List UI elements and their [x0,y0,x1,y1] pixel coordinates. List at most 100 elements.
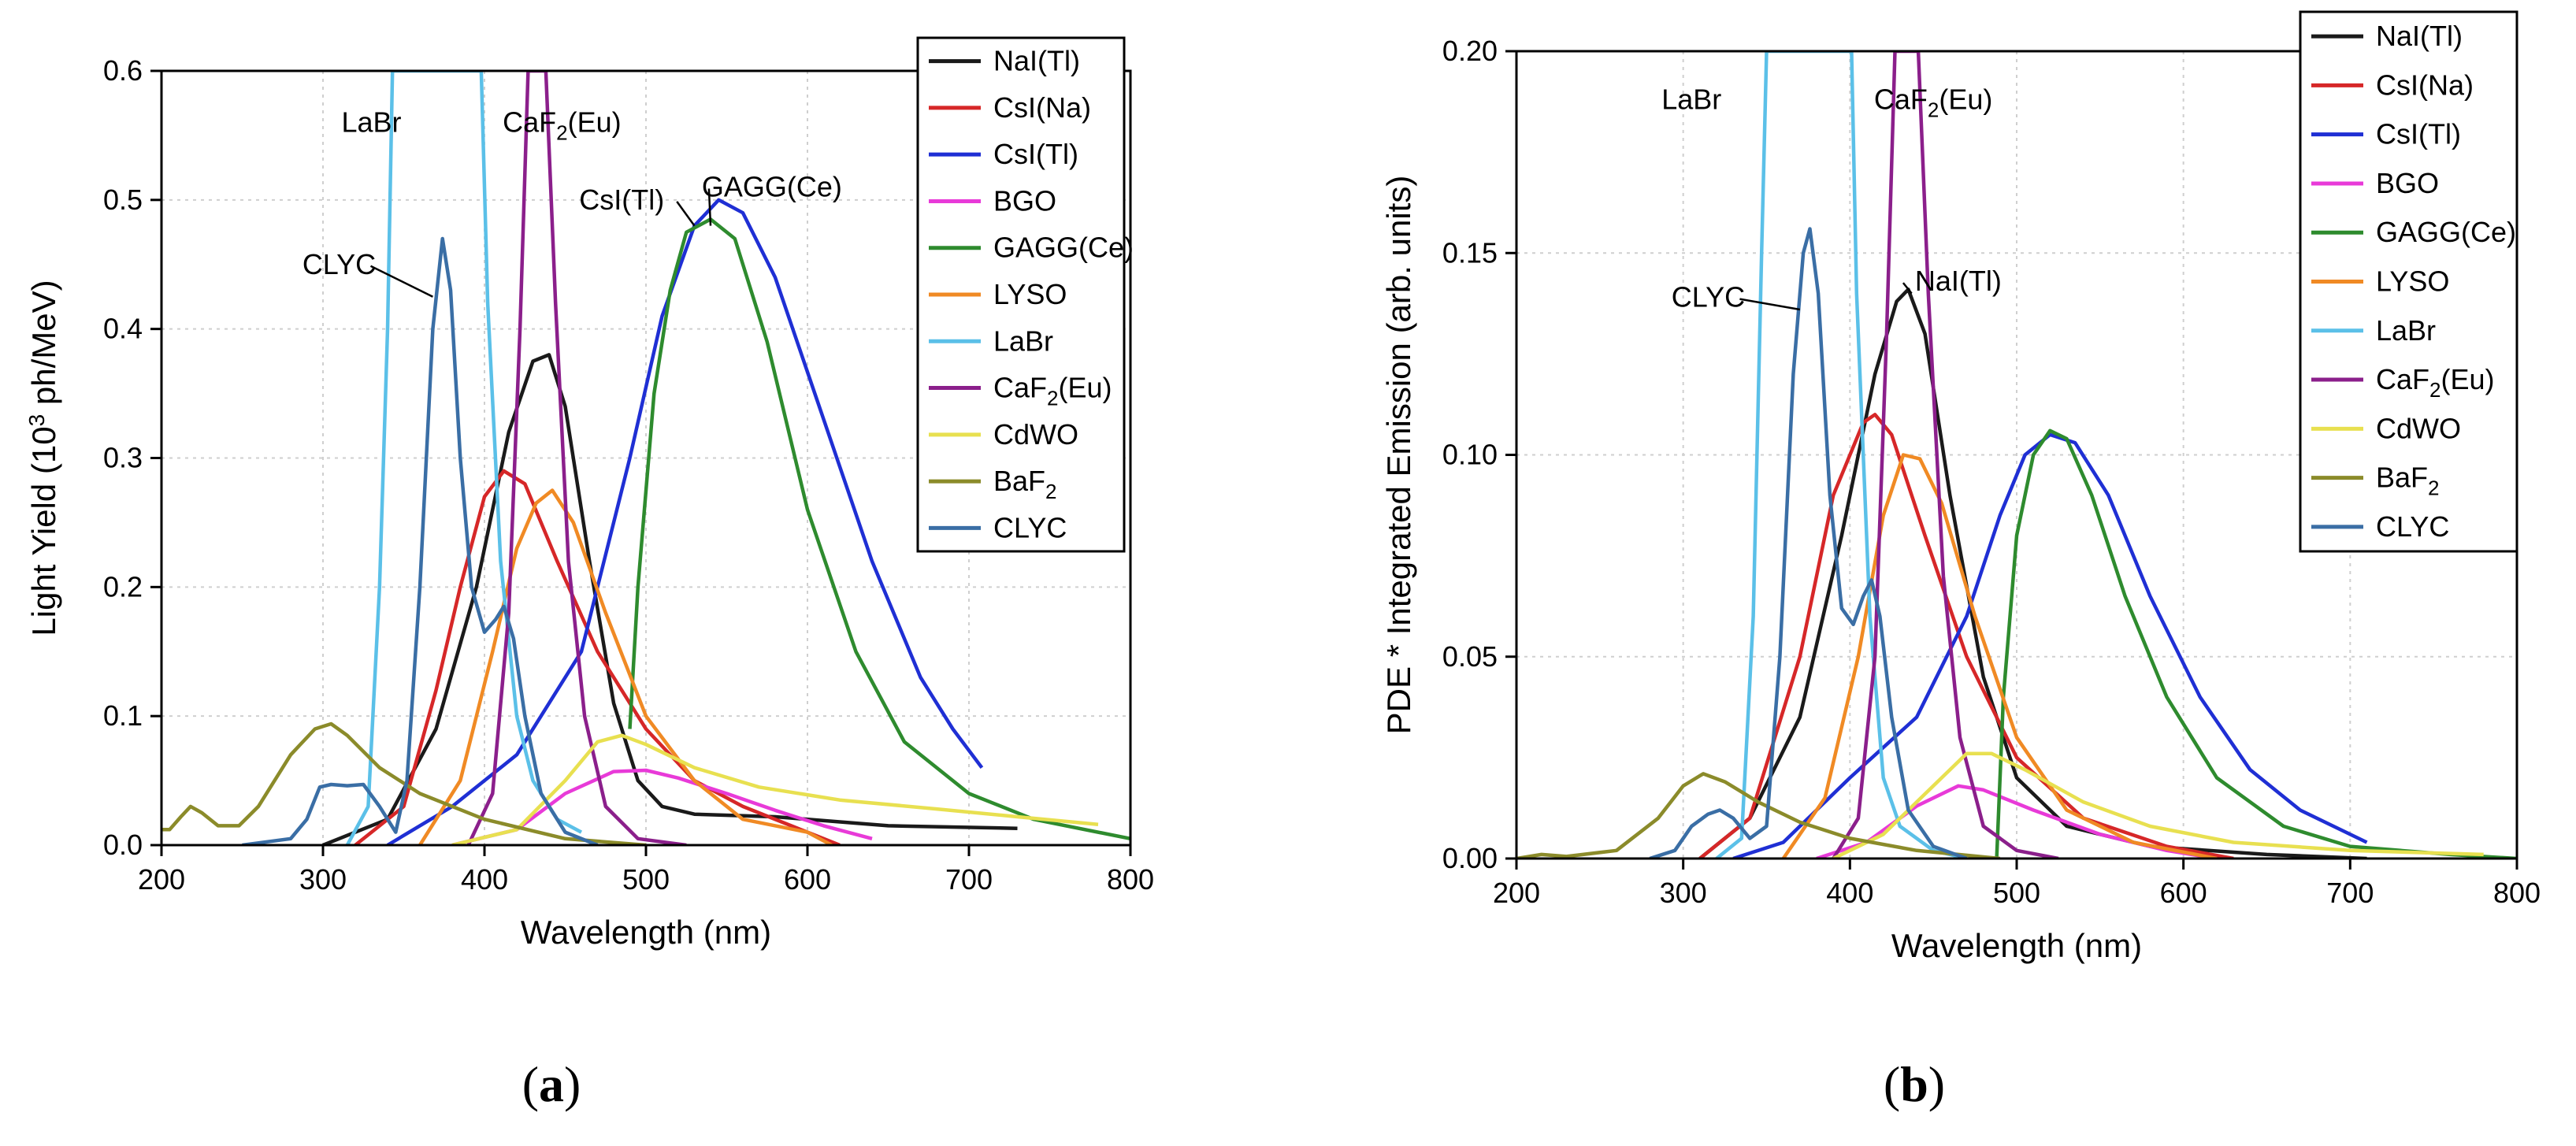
legend-text: CdWO [993,418,1078,451]
legend-label: CaF2(Eu) [993,372,1112,410]
y-tick-label: 0.3 [103,442,143,474]
annotation-label: CLYC [303,248,376,280]
legend-text: CsI(Na) [993,91,1091,124]
legend-label: NaI(Tl) [2376,20,2463,52]
legend-label: CdWO [2376,412,2461,444]
series-line-labr [345,71,583,845]
x-tick-label: 500 [1993,877,2040,909]
series-line-lyso [1781,453,2218,859]
y-axis-label-text: Light Yield (10 [25,426,62,636]
caption-open: ( [1883,1056,1901,1112]
legend-label: BGO [993,184,1056,217]
annotation-leader [676,201,696,227]
annotation-leader [1739,298,1801,311]
y-tick-label: 0.00 [1442,842,1498,874]
x-tick-label: 700 [2326,877,2374,909]
x-tick-label: 300 [299,863,347,896]
legend-text: CsI(Tl) [993,138,1078,170]
annotation-text: CaF [1874,83,1928,116]
annotation-label: LaBr [1661,83,1721,116]
x-tick-label: 600 [2160,877,2207,909]
legend-label: GAGG(Ce) [993,232,1134,264]
legend-text: BGO [993,184,1056,217]
annotation-sub: 2 [556,121,567,145]
legend-label: NaI(Tl) [993,45,1080,77]
legend-label: CLYC [993,511,1067,543]
series-line-cdwo [1832,751,2484,859]
series-line-gagg-ce [628,217,1130,841]
legend-label: CsI(Na) [2376,69,2474,101]
legend-text: GAGG(Ce) [993,232,1134,264]
annotation-text: CaF [503,106,556,139]
legend-text: CdWO [2376,412,2461,444]
legend-label: CaF2(Eu) [2376,363,2495,402]
series-line-cdwo [451,733,1099,845]
x-tick-label: 600 [784,863,831,896]
annotation-leader [369,265,433,298]
legend-label: CsI(Na) [993,91,1091,124]
series-line-gagg-ce [1995,428,2517,859]
annotation-label: CaF2(Eu) [1874,83,1993,122]
annotation-text-post: (Eu) [568,106,622,139]
legend-text: BGO [2376,167,2439,199]
y-tick-label: 0.0 [103,829,143,861]
x-tick-label: 500 [622,863,670,896]
panel-b-caption: (b) [1835,1055,1993,1114]
legend-label: LYSO [2376,265,2449,298]
legend-text-post: (Eu) [1058,372,1112,404]
legend-text: BaF [2376,462,2428,494]
legend-label: CsI(Tl) [2376,118,2461,150]
legend-text: LaBr [993,325,1053,357]
legend-text: NaI(Tl) [993,45,1080,77]
y-axis-label-text: PDE * Integrated Emission (arb. units) [1380,176,1417,735]
legend-text: CsI(Tl) [2376,118,2461,150]
legend-label: CdWO [993,418,1078,451]
x-tick-label: 800 [1107,863,1154,896]
series-line-csi-tl [386,198,984,845]
y-tick-label: 0.05 [1442,640,1498,673]
legend-label: GAGG(Ce) [2376,216,2516,248]
series-line-caf2-eu [466,71,687,845]
panel-a-caption: (a) [473,1055,630,1114]
series-line-clyc [242,236,599,845]
y-tick-label: 0.15 [1442,236,1498,269]
y-tick-label: 0.4 [103,313,143,345]
x-tick-label: 300 [1660,877,1707,909]
y-axis-label: Light Yield (103 ph/MeV) [24,280,62,636]
legend-sub: 2 [2428,477,2439,500]
series-line-bgo [451,768,873,845]
y-axis-label: PDE * Integrated Emission (arb. units) [1380,176,1417,735]
annotation-label: CLYC [1672,281,1745,313]
series-line-baf2 [1516,772,2001,859]
x-tick-label: 700 [945,863,993,896]
caption-letter: a [539,1056,564,1112]
legend: NaI(Tl) CsI(Na) CsI(Tl) BGO GAGG(Ce) LYSO LaBr… [916,36,1134,553]
series-line-csi-tl [1732,432,2368,859]
annotation-label: LaBr [341,106,401,139]
x-tick-label: 200 [1493,877,1540,909]
legend-sub: 2 [1047,387,1058,410]
y-tick-label: 0.2 [103,570,143,603]
series-line-baf2 [161,721,647,845]
x-axis-label: Wavelength (nm) [521,914,771,951]
legend-text: CLYC [2376,510,2449,543]
series-line-csi-na [354,469,841,845]
legend-text-post: (Eu) [2441,363,2494,395]
legend-text: GAGG(Ce) [2376,216,2516,248]
series-line-caf2-eu [1832,51,2059,859]
y-axis-label-sup: 3 [24,414,49,427]
legend-text: CLYC [993,511,1067,543]
caption-close: ) [1928,1056,1946,1112]
annotation-leader [707,188,712,226]
y-tick-label: 0.6 [103,54,143,87]
legend-text: LYSO [993,278,1067,310]
chart-panel-b: 200 300 400 500 600 700 800 0.00 0.05 0.10 0.15 0.2… [1380,10,2541,964]
annotation-text-post: (Eu) [1939,83,1992,116]
legend-label: BaF2 [993,465,1057,503]
x-tick-label: 800 [2493,877,2541,909]
legend-label: LaBr [993,325,1053,357]
legend-sub: 2 [2429,378,2441,402]
series-line-clyc [1649,227,1968,859]
y-tick-label: 0.10 [1442,439,1498,471]
legend-text: NaI(Tl) [2376,20,2463,52]
